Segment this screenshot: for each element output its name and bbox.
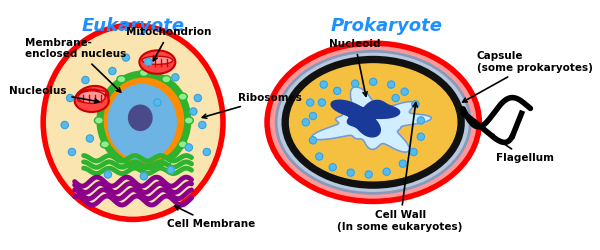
Ellipse shape [74,90,109,112]
Text: Cell Wall
(In some eukaryotes): Cell Wall (In some eukaryotes) [337,103,463,232]
Text: Eukaryote: Eukaryote [82,17,185,35]
Ellipse shape [97,71,191,170]
Circle shape [190,108,197,115]
Circle shape [388,81,395,88]
Circle shape [86,135,94,142]
Text: Mitochondrion: Mitochondrion [127,28,212,61]
Text: Cell Membrane: Cell Membrane [167,206,256,229]
Circle shape [307,99,314,106]
Circle shape [392,94,399,102]
Circle shape [104,171,112,178]
Ellipse shape [178,93,187,100]
Polygon shape [331,100,400,137]
Ellipse shape [178,141,187,148]
Circle shape [61,122,68,128]
Circle shape [185,144,193,151]
Circle shape [319,99,326,106]
Text: Capsule
(some prokaryotes): Capsule (some prokaryotes) [463,51,592,102]
Circle shape [370,78,377,86]
Circle shape [203,148,211,156]
Circle shape [401,88,408,95]
Circle shape [67,94,74,102]
Ellipse shape [117,76,126,83]
Ellipse shape [139,50,175,74]
Circle shape [365,171,372,178]
Ellipse shape [78,91,105,104]
Circle shape [140,173,148,180]
Circle shape [109,68,116,75]
Text: Prokaryote: Prokaryote [331,17,443,35]
Circle shape [329,164,337,171]
Circle shape [194,94,202,102]
Ellipse shape [75,86,109,110]
Circle shape [352,80,359,87]
Circle shape [334,87,341,94]
Ellipse shape [104,78,184,163]
Polygon shape [312,87,431,152]
Circle shape [122,54,130,61]
Ellipse shape [290,64,457,181]
Text: Flagellum: Flagellum [490,134,554,163]
Ellipse shape [283,58,463,187]
Ellipse shape [100,141,109,148]
Circle shape [302,119,310,126]
Ellipse shape [94,117,103,124]
Circle shape [199,122,206,128]
Circle shape [383,168,390,175]
Circle shape [417,133,424,140]
Ellipse shape [142,56,173,64]
Text: Nucleoid: Nucleoid [329,39,381,96]
Ellipse shape [162,76,171,83]
Ellipse shape [43,25,223,220]
Circle shape [417,117,424,124]
Text: Membrane-
enclosed nucleus: Membrane- enclosed nucleus [25,38,127,92]
Text: Ribosomes: Ribosomes [202,93,302,118]
Circle shape [167,166,175,173]
Circle shape [347,169,354,176]
Circle shape [310,137,317,144]
Ellipse shape [77,91,106,102]
Ellipse shape [100,93,109,100]
Circle shape [68,148,76,156]
Ellipse shape [139,69,148,76]
Ellipse shape [267,43,479,202]
Circle shape [145,58,152,66]
Circle shape [316,153,323,160]
Circle shape [410,148,417,156]
Circle shape [172,74,179,81]
Ellipse shape [276,51,470,193]
Circle shape [399,160,406,167]
Text: Nucleolus: Nucleolus [9,86,99,103]
Ellipse shape [117,158,126,165]
Circle shape [154,99,161,106]
Circle shape [310,112,317,119]
Ellipse shape [184,117,193,124]
Circle shape [320,81,328,88]
Ellipse shape [108,84,176,160]
Ellipse shape [128,105,152,130]
Ellipse shape [162,158,171,165]
Circle shape [82,76,89,84]
Circle shape [412,101,419,108]
